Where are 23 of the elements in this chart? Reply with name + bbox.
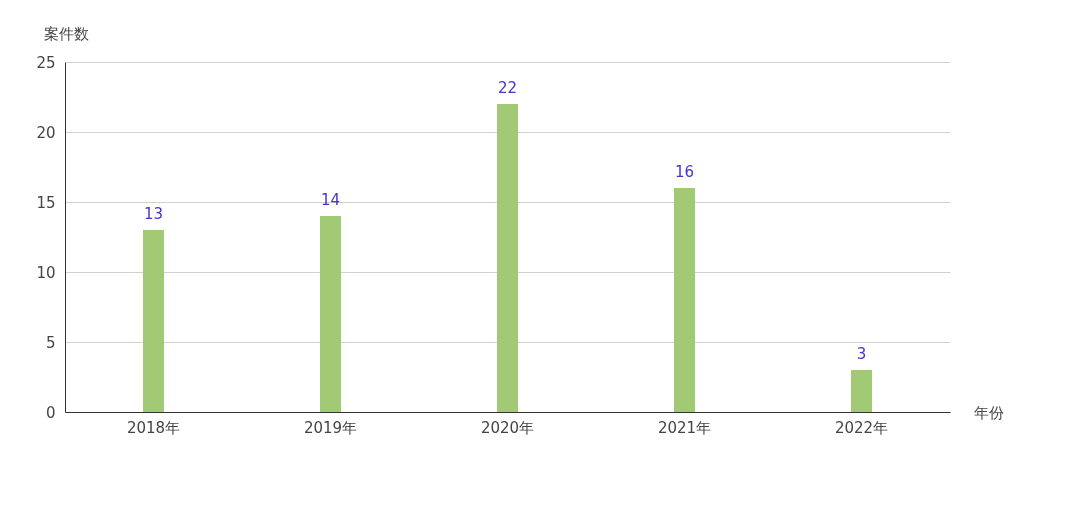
- y-tick-label: 20: [36, 123, 56, 142]
- data-label: 22: [497, 79, 518, 97]
- y-tick-label: 25: [36, 53, 56, 72]
- data-label: 16: [674, 163, 695, 181]
- y-tick-label: 0: [45, 403, 56, 422]
- y-tick-label: 10: [36, 263, 56, 282]
- data-label: 3: [856, 345, 867, 363]
- x-tick-label: 2020年: [480, 418, 535, 437]
- y-tick-label: 15: [36, 193, 56, 212]
- x-axis-title: 年份: [973, 403, 1004, 422]
- y-axis-title: 案件数: [44, 24, 89, 43]
- bar: [143, 230, 164, 412]
- x-tick-label: 2019年: [303, 418, 358, 437]
- x-tick-label: 2022年: [834, 418, 889, 437]
- y-tick-label: 5: [45, 333, 56, 352]
- bar: [674, 188, 695, 412]
- data-label: 13: [143, 205, 164, 223]
- bar: [497, 104, 518, 412]
- data-label: 14: [320, 191, 341, 209]
- x-tick-label: 2021年: [657, 418, 712, 437]
- x-tick-label: 2018年: [126, 418, 181, 437]
- bar: [851, 370, 872, 412]
- bar: [320, 216, 341, 412]
